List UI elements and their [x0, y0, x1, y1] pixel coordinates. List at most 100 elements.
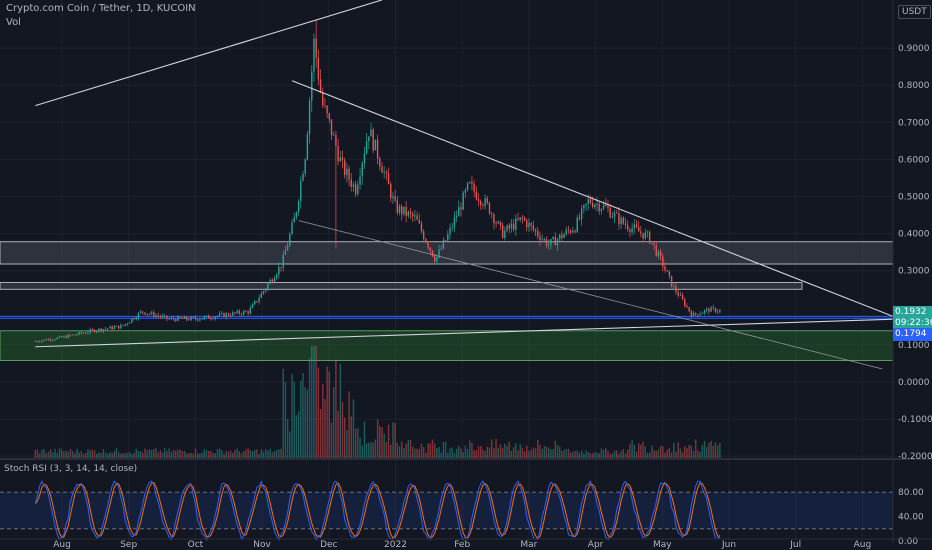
candle — [85, 331, 87, 334]
candle-body — [627, 225, 629, 230]
volume-bar — [341, 401, 344, 458]
volume-bar — [93, 450, 96, 458]
currency-badge[interactable]: USDT — [898, 5, 931, 19]
candle-body — [539, 236, 541, 241]
price-axis-label[interactable]: 0.6000 — [898, 155, 930, 165]
time-axis-label[interactable]: Apr — [588, 540, 604, 550]
volume-bar — [102, 448, 105, 458]
time-axis-label[interactable]: Dec — [320, 540, 337, 550]
candle-body — [631, 228, 633, 233]
price-axis-label[interactable]: 0.4000 — [898, 230, 930, 240]
candle-body — [477, 199, 480, 202]
time-axis-label[interactable]: Jul — [789, 540, 801, 550]
time-axis-label[interactable]: May — [653, 540, 672, 550]
volume-bar — [232, 452, 234, 458]
candle — [357, 180, 359, 196]
volume-bar — [543, 446, 546, 458]
candle — [475, 186, 478, 201]
price-axis-label[interactable]: 0.5000 — [898, 193, 930, 203]
candle-body — [278, 266, 280, 275]
candle-body — [60, 336, 63, 338]
candle-body — [91, 329, 94, 331]
volume-bar — [282, 368, 284, 458]
candle — [346, 162, 348, 183]
candle-body — [466, 182, 469, 190]
symbol-title[interactable]: Crypto.com Coin / Tether, 1D, KUCOIN — [6, 3, 196, 14]
candle — [710, 305, 712, 312]
candle — [684, 297, 686, 308]
price-axis-label[interactable]: -0.2000 — [898, 452, 932, 462]
volume-bar — [85, 452, 87, 458]
volume-bar — [563, 449, 565, 458]
candle-body — [352, 184, 355, 187]
candle-body — [409, 211, 412, 214]
trendline — [291, 80, 903, 321]
price-axis-label[interactable]: 0.9000 — [898, 44, 930, 54]
candle — [640, 225, 642, 238]
time-axis-label[interactable]: Mar — [520, 540, 537, 550]
volume-bar — [565, 449, 567, 458]
candle-body — [403, 206, 405, 215]
candle — [289, 231, 291, 247]
candle-body — [488, 202, 491, 214]
time-axis-label[interactable]: 2022 — [384, 540, 407, 550]
price-axis-label[interactable]: 0.8000 — [898, 81, 930, 91]
time-axis-label[interactable]: Nov — [253, 540, 271, 550]
volume-bar — [104, 452, 107, 458]
candle — [374, 139, 377, 151]
candle — [175, 318, 177, 323]
candle — [462, 190, 464, 211]
price-axis-label[interactable]: 0.0000 — [898, 378, 930, 388]
volume-bar — [559, 446, 561, 458]
candle-body — [100, 328, 102, 332]
volume-bar — [196, 453, 199, 458]
candle — [422, 229, 425, 241]
volume-bar — [260, 449, 263, 458]
candle-body — [633, 224, 636, 229]
volume-bar — [359, 437, 361, 458]
volume-bar — [286, 419, 289, 458]
volume-bar — [409, 439, 412, 458]
candle — [343, 157, 346, 179]
volume-bar — [499, 444, 502, 458]
stoch-rsi-label[interactable]: Stoch RSI (3, 3, 14, 14, close) — [4, 464, 138, 474]
candle — [39, 340, 41, 343]
candle — [697, 314, 699, 318]
candle-body — [359, 176, 361, 185]
time-axis-label[interactable]: Aug — [53, 540, 71, 550]
time-axis-label[interactable]: Sep — [120, 540, 137, 550]
price-axis-label[interactable]: -0.1000 — [898, 415, 932, 425]
volume-bar — [679, 448, 682, 458]
volume-bar — [433, 443, 436, 458]
candle — [642, 233, 644, 243]
price-axis-label[interactable]: 0.7000 — [898, 118, 930, 128]
candle-body — [343, 160, 346, 176]
candle-body — [607, 205, 609, 209]
candle-body — [471, 182, 473, 184]
time-axis-label[interactable]: Jun — [721, 540, 736, 550]
volume-bar — [306, 389, 309, 458]
candle-body — [300, 180, 302, 202]
candle-body — [120, 325, 122, 329]
candle — [392, 192, 394, 204]
price-axis-label[interactable]: 0.1000 — [898, 341, 930, 351]
time-axis-label[interactable]: Aug — [854, 540, 872, 550]
candle-body — [155, 315, 157, 317]
candle-body — [161, 315, 164, 318]
candle — [365, 133, 368, 155]
price-axis-label[interactable]: 0.3000 — [898, 267, 930, 277]
candle-body — [616, 212, 618, 214]
volume-bar — [631, 440, 633, 458]
volume-bar — [390, 444, 392, 458]
candle-body — [124, 323, 126, 326]
candle — [293, 212, 295, 223]
candle — [56, 337, 58, 340]
candle — [278, 262, 280, 279]
candle-body — [122, 325, 124, 326]
candle — [596, 197, 598, 212]
time-axis-label[interactable]: Oct — [188, 540, 204, 550]
time-axis-label[interactable]: Feb — [454, 540, 470, 550]
candle-body — [559, 234, 561, 240]
volume-bar — [168, 448, 170, 458]
